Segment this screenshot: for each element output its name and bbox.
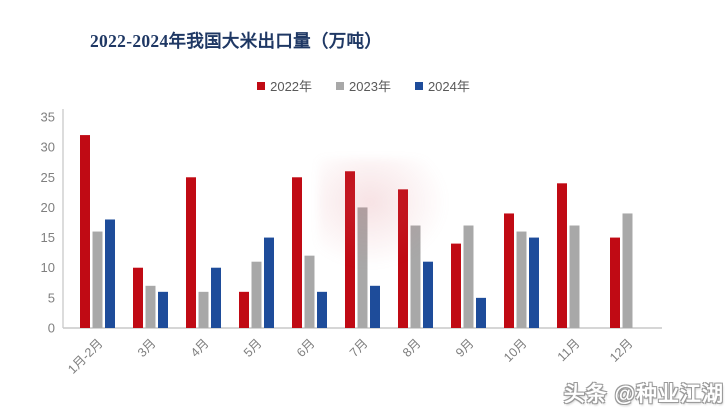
legend-marker-icon <box>414 81 423 90</box>
bar-2023年-9月 <box>463 225 474 328</box>
y-tick-label: 15 <box>41 230 55 245</box>
bar-2023年-4月 <box>198 291 209 328</box>
y-tick-label: 10 <box>41 260 55 275</box>
credit-watermark: 头条 @种业江湖 <box>563 383 724 406</box>
bar-2022年-9月 <box>451 243 461 328</box>
legend-label: 2022年 <box>270 79 313 94</box>
legend-marker-icon <box>336 81 345 90</box>
x-tick-label: 9月 <box>453 336 477 360</box>
legend-marker-icon <box>257 81 266 90</box>
x-tick-label: 1月-2月 <box>65 336 105 376</box>
bar-2022年-5月 <box>239 291 249 328</box>
legend-item-2022年: 2022年 <box>257 76 312 95</box>
bar-2022年-12月 <box>610 237 620 328</box>
bar-2024年-6月 <box>317 291 327 328</box>
x-tick-label: 7月 <box>347 336 371 360</box>
bar-2022年-3月 <box>133 267 143 328</box>
bar-2022年-10月 <box>504 213 514 328</box>
bar-2022年-11月 <box>557 183 567 328</box>
y-tick-label: 0 <box>48 321 55 336</box>
bar-2022年-4月 <box>186 177 196 328</box>
bar-2023年-11月 <box>569 225 580 328</box>
bar-2022年-6月 <box>292 177 302 328</box>
bar-2022年-7月 <box>345 171 355 328</box>
bar-2022年-1月-2月 <box>80 135 90 328</box>
legend-item-2023年: 2023年 <box>336 76 391 95</box>
x-tick-label: 12月 <box>607 336 636 365</box>
bar-2024年-5月 <box>264 237 274 328</box>
legend-item-2024年: 2024年 <box>414 76 470 95</box>
bar-2023年-5月 <box>251 261 262 328</box>
bar-2022年-8月 <box>398 189 408 328</box>
x-tick-label: 10月 <box>501 336 530 365</box>
bar-2024年-1月-2月 <box>105 219 115 328</box>
bar-2023年-10月 <box>516 231 527 328</box>
legend-label: 2024年 <box>427 79 470 94</box>
y-tick-label: 20 <box>41 200 55 215</box>
y-tick-label: 30 <box>41 140 55 155</box>
bar-2024年-4月 <box>211 267 221 328</box>
legend: 2022年 2023年 2024年 <box>0 76 727 95</box>
bar-2023年-7月 <box>357 207 368 328</box>
bar-2024年-9月 <box>476 297 486 328</box>
x-tick-label: 5月 <box>241 336 265 360</box>
x-tick-label: 11月 <box>555 336 583 364</box>
y-tick-label: 25 <box>41 170 55 185</box>
y-tick-label: 5 <box>48 290 55 305</box>
x-tick-label: 6月 <box>294 336 318 360</box>
bar-2023年-12月 <box>622 213 633 328</box>
y-tick-label: 35 <box>41 110 55 125</box>
bar-2024年-10月 <box>529 237 539 328</box>
bar-2024年-8月 <box>423 261 433 328</box>
x-tick-label: 4月 <box>188 336 212 360</box>
chart-title: 2022-2024年我国大米出口量（万吨） <box>90 31 383 51</box>
bar-2023年-8月 <box>410 225 421 328</box>
bar-2024年-7月 <box>370 285 380 328</box>
x-tick-label: 3月 <box>135 336 159 360</box>
legend-label: 2023年 <box>349 79 391 94</box>
bar-2023年-6月 <box>304 255 315 328</box>
bar-2024年-3月 <box>158 291 168 328</box>
bar-2023年-3月 <box>145 285 156 328</box>
x-tick-label: 8月 <box>400 336 424 360</box>
bar-2023年-1月-2月 <box>92 231 103 328</box>
